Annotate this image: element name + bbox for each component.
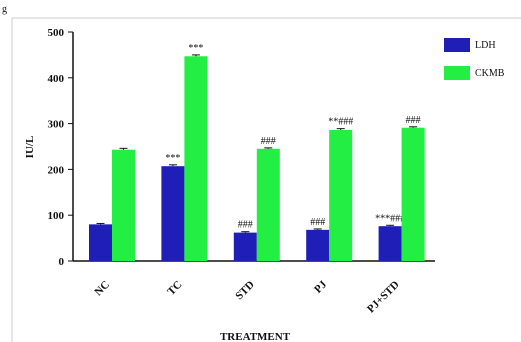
significance-label: ### xyxy=(261,136,276,147)
bar-ckmb-pj-std xyxy=(401,127,425,261)
bars: ******#########**###***###### xyxy=(89,43,425,261)
x-axis-title: TREATMENT xyxy=(220,331,291,342)
y-tick-label: 400 xyxy=(48,73,65,85)
bar-ldh-tc xyxy=(161,166,185,261)
bar-ldh-pj xyxy=(306,229,330,261)
significance-label: ### xyxy=(238,220,253,231)
bar-ckmb-tc xyxy=(184,56,208,261)
y-tick-label: 100 xyxy=(48,210,65,222)
y-tick-label: 300 xyxy=(48,119,65,131)
bar-ckmb-pj xyxy=(329,130,353,261)
bar-ckmb-nc xyxy=(112,149,135,261)
significance-label: ### xyxy=(310,217,325,228)
bar-ldh-nc xyxy=(89,224,112,261)
y-axis-ticks: 0 100 200 300 400 500 xyxy=(48,27,73,268)
legend-label-ckmb: CKMB xyxy=(475,68,505,79)
y-tick-label: 500 xyxy=(48,27,65,39)
x-category-label: PJ+STD xyxy=(365,279,402,316)
y-tick-label: 0 xyxy=(59,256,65,268)
bar-ldh-std xyxy=(233,232,257,261)
legend-label-ldh: LDH xyxy=(475,40,496,51)
x-axis-categories: NC TC STD PJ PJ+STD xyxy=(92,278,401,315)
corner-mark: g xyxy=(2,4,7,15)
legend-swatch-ldh xyxy=(444,38,470,52)
bar-ckmb-std xyxy=(256,148,280,261)
x-category-label: PJ xyxy=(312,278,329,295)
y-axis-title: IU/L xyxy=(24,136,36,159)
legend: LDH CKMB xyxy=(444,38,505,80)
significance-label: *** xyxy=(188,43,203,54)
legend-swatch-ckmb xyxy=(444,66,470,80)
significance-label: *** xyxy=(165,153,180,164)
x-category-label: STD xyxy=(233,279,257,303)
significance-label: ### xyxy=(406,115,421,126)
y-tick-label: 200 xyxy=(48,164,65,176)
bar-ldh-pj-std xyxy=(378,226,402,261)
significance-label: **### xyxy=(328,117,353,128)
significance-label: ***### xyxy=(375,213,405,224)
x-category-label: TC xyxy=(165,279,184,298)
x-category-label: NC xyxy=(92,279,112,299)
